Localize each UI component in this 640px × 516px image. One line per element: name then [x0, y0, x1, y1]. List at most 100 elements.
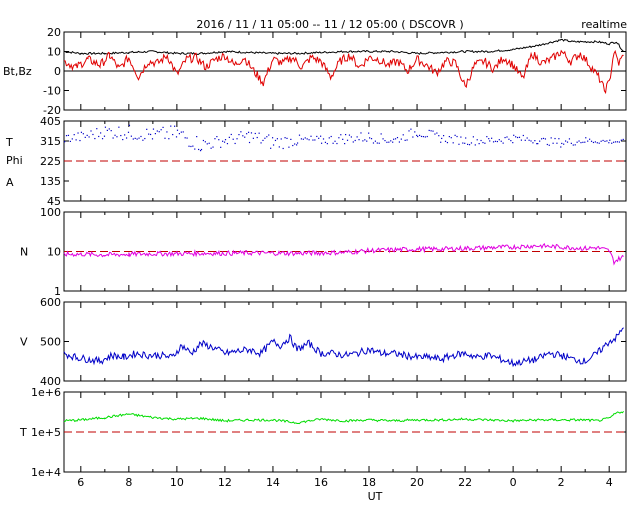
data-point	[448, 135, 450, 138]
data-point	[264, 137, 266, 139]
data-point	[432, 130, 434, 132]
data-point	[144, 137, 146, 140]
data-point	[446, 141, 449, 144]
data-point	[158, 131, 160, 133]
data-point	[476, 139, 478, 141]
data-point	[218, 139, 220, 141]
data-point	[608, 142, 610, 144]
x-axis-label: UT	[368, 490, 383, 503]
data-point	[338, 137, 340, 139]
data-point	[142, 139, 144, 141]
data-point	[108, 128, 110, 130]
y-tick-label: 0	[54, 65, 61, 78]
data-point	[272, 144, 275, 146]
y-tick-label: 45	[47, 195, 61, 208]
data-point	[468, 144, 471, 146]
data-point	[300, 138, 303, 140]
data-point	[474, 144, 476, 146]
data-point	[118, 126, 120, 128]
panels-group: 20100-10-20Bt,Bz40531522513545TPhiA10010…	[3, 26, 627, 503]
data-point	[312, 139, 314, 141]
y-axis-label: Phi	[6, 154, 23, 167]
data-point	[428, 129, 430, 132]
data-point	[314, 139, 316, 141]
y-tick-label: 135	[40, 175, 61, 188]
data-point	[478, 143, 480, 145]
data-point	[420, 135, 423, 138]
data-point	[262, 139, 264, 142]
data-point	[260, 142, 262, 144]
data-point	[274, 139, 277, 142]
data-point	[194, 148, 196, 150]
y-tick-label: 10	[47, 246, 61, 259]
data-point	[340, 134, 342, 136]
data-point	[246, 133, 248, 135]
data-point	[441, 137, 443, 140]
data-point	[280, 138, 282, 140]
data-point	[247, 131, 250, 133]
data-point	[390, 140, 392, 142]
data-point	[496, 140, 498, 143]
data-point	[156, 130, 158, 132]
data-point	[467, 143, 469, 145]
data-point	[71, 138, 73, 140]
data-point	[364, 139, 366, 141]
y-tick-label: 10	[47, 46, 61, 59]
data-point	[402, 134, 404, 136]
data-point	[164, 137, 166, 139]
data-point	[136, 138, 138, 140]
data-point	[598, 142, 600, 144]
data-point	[266, 136, 268, 138]
data-point	[77, 132, 79, 134]
data-point	[151, 138, 154, 140]
data-point	[464, 142, 466, 144]
data-point	[240, 131, 242, 133]
data-point	[613, 141, 615, 143]
data-point	[98, 135, 100, 138]
panel-frame	[63, 301, 627, 382]
data-point	[564, 140, 567, 142]
data-point	[382, 138, 384, 140]
data-point	[204, 141, 206, 143]
data-point	[252, 137, 254, 139]
data-point	[370, 138, 373, 140]
data-point	[616, 141, 619, 143]
chart-title: 2016 / 11 / 11 05:00 -- 11 / 12 05:00 ( …	[196, 18, 463, 31]
data-point	[346, 139, 349, 141]
data-point	[539, 140, 541, 142]
data-point	[120, 134, 122, 137]
data-point	[434, 133, 436, 135]
data-point	[94, 137, 96, 140]
data-point	[122, 138, 124, 141]
data-point	[112, 137, 114, 139]
data-point	[426, 135, 428, 138]
data-point	[412, 136, 414, 138]
data-point	[534, 140, 536, 142]
series-bz-line	[63, 49, 624, 95]
data-point	[238, 134, 240, 136]
data-point	[508, 138, 510, 140]
data-point	[611, 142, 613, 144]
y-tick-label: 1e+5	[31, 426, 61, 439]
x-tick-label: 20	[410, 476, 424, 489]
data-point	[594, 141, 596, 143]
data-point	[442, 135, 445, 137]
data-point	[322, 138, 325, 140]
data-point	[234, 142, 236, 145]
series-n-line	[63, 242, 624, 266]
data-point	[324, 141, 327, 143]
y-axis-label: T	[19, 426, 27, 439]
data-point	[354, 139, 356, 142]
data-point	[590, 140, 593, 142]
data-point	[536, 143, 538, 145]
data-point	[386, 141, 388, 143]
data-point	[298, 134, 301, 136]
series-t-line	[63, 410, 624, 425]
data-point	[491, 137, 493, 139]
data-point	[350, 136, 352, 138]
data-point	[585, 137, 587, 139]
data-point	[224, 139, 227, 141]
data-point	[124, 134, 126, 136]
data-point	[258, 132, 260, 134]
